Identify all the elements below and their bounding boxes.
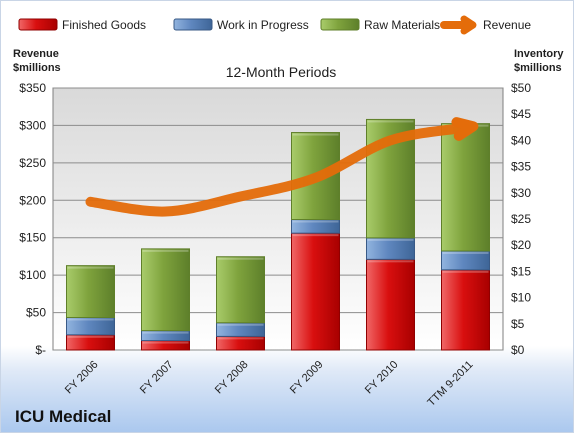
legend-label: Finished Goods [62,18,146,32]
legend-arrow-icon [460,15,477,35]
left-tick-label: $300 [19,118,46,132]
bar-segment [441,123,490,252]
category-label: FY 2009 [288,359,326,397]
bar-segment [66,265,115,319]
left-tick-label: $250 [19,156,46,170]
bar-highlight [67,335,114,338]
right-tick-label: $45 [511,107,531,121]
legend-label: Revenue [483,18,531,32]
gridlines [53,87,503,351]
revenue-arrowhead [451,117,479,141]
category-label: FY 2006 [63,359,101,397]
legend-color-swatch [320,18,360,31]
bar-highlight [367,120,414,123]
bar-highlight [292,133,339,136]
legend-color-swatch [18,18,58,31]
bar-segment [141,248,190,332]
bar-highlight [217,323,264,326]
right-tick-label: $30 [511,186,531,200]
right-tick-label: $10 [511,291,531,305]
legend-item-revenue: Revenue [440,15,531,35]
right-axis-title-line-2: $millions [514,62,562,74]
legend-item-raw-materials: Raw Materials [320,18,440,32]
right-axis-ticks: $0 $5 $10 $15 $20 $25 $30 $35 $40 $45 $50 [511,81,531,357]
bar-highlight [142,249,189,252]
bar-highlight [67,266,114,269]
bar-highlight [142,331,189,334]
bar-highlight [292,220,339,223]
category-label: TTM 9-2011 [425,359,475,409]
legend-color-swatch [173,18,213,31]
category-labels: FY 2006 FY 2007 FY 2008 FY 2009 FY 2010 TTM 9… [63,359,476,409]
bar-segment [441,269,490,351]
right-tick-label: $15 [511,264,531,278]
legend-label: Work in Progress [217,18,309,32]
right-tick-label: $0 [511,343,525,357]
bar-highlight [442,251,489,254]
revenue-line [85,122,471,217]
right-tick-label: $20 [511,238,531,252]
left-tick-label: $100 [19,268,46,282]
left-tick-label: $150 [19,231,46,245]
left-axis-title-line-2: $millions [13,62,61,74]
left-tick-label: $- [35,343,46,357]
bar-highlight [292,234,339,237]
bar-highlight [217,257,264,260]
bar-segment [366,258,415,351]
bar-highlight [367,238,414,241]
bar-highlight [67,318,114,321]
bar-segment [366,237,415,260]
left-axis-title-line-1: Revenue [13,48,59,60]
bar-highlight [367,260,414,263]
legend-item-work-in-progress: Work in Progress [173,18,309,32]
bar-segment [291,232,340,351]
bar-highlight [217,337,264,340]
right-tick-label: $5 [511,317,525,331]
bar-segment [216,256,265,324]
legend-label: Raw Materials [364,18,440,32]
left-tick-label: $200 [19,193,46,207]
right-tick-label: $50 [511,81,531,95]
bar-highlight [142,341,189,344]
legend-item-finished-goods: Finished Goods [18,18,146,32]
category-label: FY 2007 [138,359,176,397]
legend: Finished Goods Work in Progress Raw Materi… [18,15,531,35]
right-axis-title-line-1: Inventory [514,48,564,60]
category-label: FY 2010 [363,359,401,397]
chart-title: 12-Month Periods [226,64,337,80]
left-tick-label: $350 [19,81,46,95]
company-name: ICU Medical [15,407,111,426]
bar-highlight [442,270,489,273]
revenue-line-layer [85,117,479,217]
right-tick-label: $40 [511,133,531,147]
right-tick-label: $35 [511,160,531,174]
left-tick-label: $50 [26,306,46,320]
left-axis-ticks: $- $50 $100 $150 $200 $250 $300 $350 [19,81,46,357]
category-label: FY 2008 [213,359,251,397]
right-tick-label: $25 [511,212,531,226]
